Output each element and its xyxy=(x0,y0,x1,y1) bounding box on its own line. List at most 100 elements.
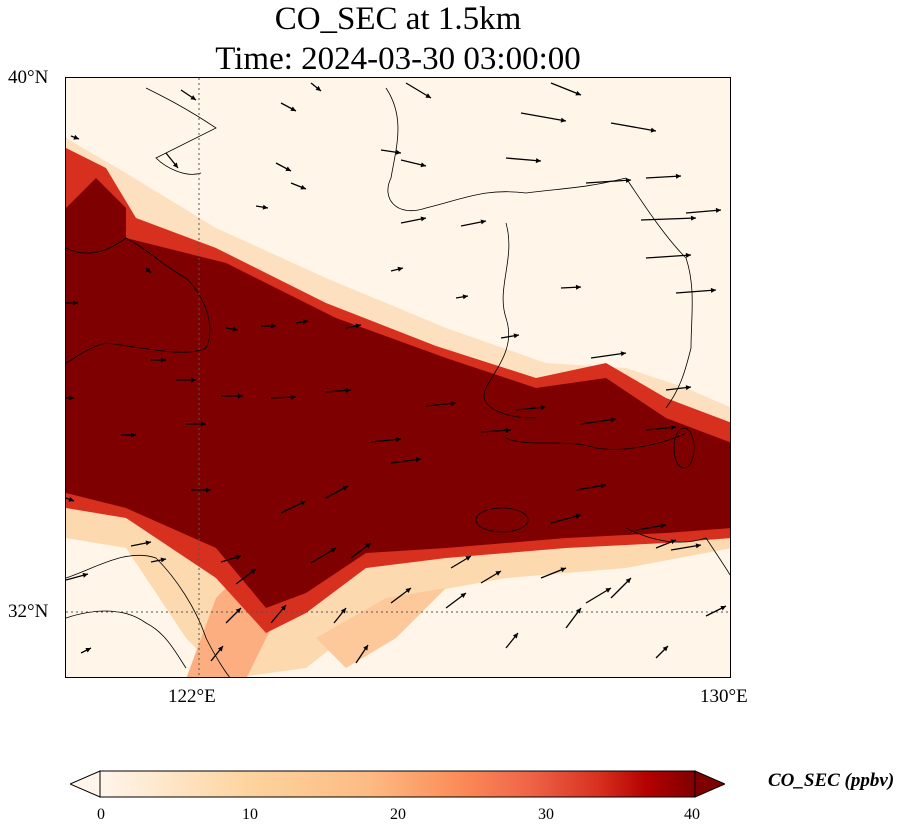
wind-arrow-shaft xyxy=(685,209,722,214)
graticule xyxy=(66,78,730,677)
wind-arrow-head xyxy=(235,555,241,560)
wind-arrow-shaft xyxy=(635,524,667,531)
wind-arrow-head xyxy=(145,267,151,273)
wind-arrow-shaft xyxy=(640,217,697,221)
wind-arrow-head xyxy=(685,385,691,391)
wind-arrow-head xyxy=(450,401,456,406)
wind-arrow-shaft xyxy=(425,402,457,407)
wind-arrow-head xyxy=(480,219,486,225)
wind-arrow-head xyxy=(285,166,291,171)
wind-arrow-head xyxy=(415,457,421,463)
wind-arrow-head xyxy=(271,323,276,329)
wind-arrow-shaft xyxy=(585,179,632,184)
wind-arrow-head xyxy=(425,93,431,98)
wind-vectors xyxy=(66,82,727,664)
wind-arrow-head xyxy=(575,513,581,519)
wind-arrow-head xyxy=(206,487,211,493)
wind-arrow-head xyxy=(315,85,321,91)
wind-arrow-shaft xyxy=(550,82,582,96)
colorbar-tick-0: 0 xyxy=(97,806,105,823)
wind-arrow-head xyxy=(715,207,721,213)
wind-arrow-head xyxy=(720,606,726,611)
wind-arrow-head xyxy=(82,572,88,578)
wind-arrow-shaft xyxy=(645,175,682,179)
wind-arrow-head xyxy=(395,437,401,442)
colorbar-gradient xyxy=(99,770,696,798)
colorbar-min-extend xyxy=(70,770,101,798)
wind-arrow-head xyxy=(190,95,196,100)
wind-arrow-head xyxy=(290,106,296,111)
wind-arrow-shaft xyxy=(370,438,402,443)
wind-arrow-head xyxy=(300,500,306,506)
lat-label-40n: 40°N xyxy=(8,67,49,88)
wind-arrow-shaft xyxy=(480,429,512,433)
wind-arrow-head xyxy=(238,393,243,399)
wind-arrow-head xyxy=(191,377,196,383)
wind-arrow-head xyxy=(625,177,631,183)
wind-arrow-head xyxy=(600,483,606,489)
wind-arrow-head xyxy=(365,543,371,548)
wind-arrow-head xyxy=(280,605,286,611)
wind-arrow-head xyxy=(575,90,581,96)
map-canvas xyxy=(66,78,730,677)
wind-arrow-head xyxy=(397,266,403,272)
wind-arrow-shaft xyxy=(520,112,567,122)
wind-arrow-head xyxy=(342,486,348,491)
wind-arrow-head xyxy=(690,215,696,221)
wind-arrow-head xyxy=(460,593,466,598)
map-title-line1: CO_SEC at 1.5km xyxy=(274,1,522,37)
wind-arrow-shaft xyxy=(550,514,582,524)
wind-arrow-head xyxy=(605,588,611,593)
wind-arrow-shaft xyxy=(575,484,607,491)
wind-arrow-head xyxy=(235,608,241,614)
wind-arrow-head xyxy=(145,540,151,546)
wind-arrow-head xyxy=(670,425,676,430)
plume-core xyxy=(66,178,730,608)
wind-arrow-head xyxy=(363,645,368,651)
wind-arrow-shaft xyxy=(580,418,617,425)
coastline xyxy=(66,87,730,677)
wind-arrow-head xyxy=(73,134,79,140)
lon-label-130e: 130°E xyxy=(700,686,748,707)
wind-arrow-head xyxy=(160,557,166,563)
wind-arrow-head xyxy=(395,149,401,155)
wind-arrow-head xyxy=(575,284,581,290)
wind-arrow-head xyxy=(330,548,336,553)
map-title-line2: Time: 2024-03-30 03:00:00 xyxy=(215,41,581,77)
wind-arrow-shaft xyxy=(515,406,547,411)
wind-arrow-head xyxy=(420,162,426,168)
wind-arrow-head xyxy=(355,323,361,329)
lon-label-122e: 122°E xyxy=(168,686,216,707)
wind-arrow-head xyxy=(405,588,411,593)
wind-arrow-head xyxy=(540,405,546,410)
wind-arrow-head xyxy=(85,648,91,653)
colorbar-tick-10: 10 xyxy=(242,806,258,823)
wind-arrow-head xyxy=(262,204,268,210)
wind-arrow-head xyxy=(217,646,223,652)
wind-arrow-head xyxy=(505,427,511,433)
colorbar-max-extend xyxy=(694,770,725,798)
wind-arrow-shaft xyxy=(645,426,677,431)
wind-arrow-head xyxy=(290,394,296,400)
colorbar-tick-30: 30 xyxy=(538,806,554,823)
wind-arrow-head xyxy=(69,395,74,401)
wind-arrow-head xyxy=(172,162,178,168)
wind-arrow-head xyxy=(560,567,566,573)
wind-arrow-head xyxy=(513,333,519,339)
wind-arrow-head xyxy=(610,417,616,423)
colorbar xyxy=(70,770,725,798)
wind-arrow-head xyxy=(340,608,346,614)
wind-arrow-head xyxy=(675,173,681,179)
wind-arrow-shaft xyxy=(645,254,692,259)
wind-arrow-head xyxy=(620,351,626,357)
wind-arrow-head xyxy=(710,287,716,293)
map-plot-area xyxy=(65,77,731,678)
wind-arrow-head xyxy=(535,158,541,164)
wind-arrow-head xyxy=(201,421,206,427)
wind-arrow-head xyxy=(68,496,74,502)
wind-arrow-head xyxy=(73,300,78,306)
wind-arrow-head xyxy=(660,523,666,529)
wind-arrow-shaft xyxy=(390,458,422,464)
colorbar-tick-20: 20 xyxy=(390,806,406,823)
plume-patch-southeast xyxy=(316,588,446,668)
